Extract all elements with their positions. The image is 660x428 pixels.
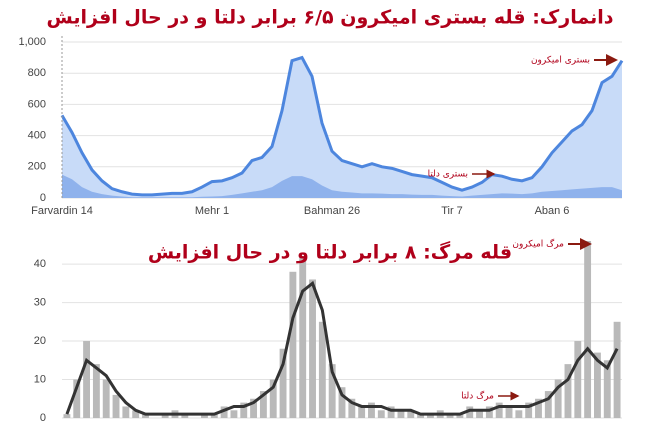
- bar: [407, 410, 415, 418]
- bar: [112, 394, 120, 418]
- y-tick-label: 400: [28, 130, 46, 142]
- chart-title: دانمارک: قله بستری امیکرون ۶/۵ برابر دلت…: [47, 7, 614, 29]
- bar: [201, 414, 208, 418]
- area: [62, 174, 622, 198]
- bar: [525, 402, 533, 418]
- line: [65, 280, 619, 416]
- y-tick-label: 800: [28, 67, 46, 79]
- bar: [554, 379, 562, 418]
- bar: [309, 279, 316, 418]
- bar: [456, 414, 464, 418]
- bar: [594, 352, 601, 418]
- bar: [250, 398, 258, 418]
- bar: [476, 410, 483, 418]
- x-tick-label: Aban 6: [535, 205, 570, 217]
- y-tick-label: 600: [28, 98, 46, 110]
- y-tick-label: 40: [34, 258, 46, 270]
- bar: [83, 341, 90, 418]
- x-tick-label: Mehr 1: [195, 205, 229, 217]
- bar: [230, 410, 238, 418]
- bar: [377, 410, 385, 418]
- annotation: بستری امیکرون: [531, 56, 590, 66]
- bar: [358, 406, 366, 418]
- bar: [161, 414, 169, 418]
- bar: [368, 402, 375, 418]
- bar: [387, 406, 395, 418]
- bar: [613, 321, 621, 418]
- bar: [210, 414, 218, 418]
- x-tick-label: Bahman 26: [304, 205, 360, 217]
- y-tick-label: 200: [28, 161, 46, 173]
- bar: [544, 391, 552, 418]
- y-tick-label: 0: [40, 412, 46, 424]
- bar: [63, 414, 71, 418]
- bar: [495, 402, 503, 418]
- bar: [259, 391, 267, 418]
- annotation: بستری دلتا: [428, 170, 468, 180]
- bar: [348, 398, 356, 418]
- bar: [220, 406, 228, 418]
- line: [60, 55, 624, 197]
- y-tick-label: 0: [40, 192, 46, 204]
- bar: [603, 360, 611, 418]
- bar: [564, 364, 572, 418]
- y-tick-label: 20: [34, 335, 46, 347]
- bar: [132, 410, 140, 418]
- bar: [584, 241, 592, 418]
- y-tick-label: 1,000: [18, 36, 46, 48]
- bar: [397, 410, 405, 418]
- chart-title: قله مرگ: ۸ برابر دلتا و در حال افزایش: [148, 241, 512, 264]
- bar: [142, 414, 149, 418]
- bar: [92, 364, 100, 418]
- area: [62, 57, 622, 198]
- bar: [515, 410, 523, 418]
- bar: [269, 379, 277, 418]
- bar: [485, 406, 493, 418]
- bar: [535, 398, 542, 418]
- bar: [279, 348, 287, 418]
- bar: [338, 387, 346, 418]
- x-tick-label: Farvardin 14: [31, 205, 93, 217]
- bar: [574, 341, 582, 418]
- bar: [426, 414, 434, 418]
- y-tick-label: 10: [34, 373, 46, 385]
- annotation: مرگ دلتا: [461, 390, 494, 402]
- bar: [466, 406, 474, 418]
- annotation: مرگ امیکرون: [512, 238, 564, 250]
- y-tick-label: 30: [34, 296, 46, 308]
- bar: [318, 321, 326, 418]
- bar: [289, 271, 297, 418]
- x-tick-label: Tir 7: [441, 205, 463, 217]
- bar: [181, 414, 189, 418]
- bar: [505, 406, 513, 418]
- bar: [299, 256, 307, 418]
- bar: [240, 402, 248, 418]
- bar: [328, 364, 336, 418]
- bar: [446, 414, 454, 418]
- bar: [122, 406, 130, 418]
- bar: [417, 414, 425, 418]
- bar: [102, 379, 110, 418]
- bar: [73, 379, 81, 418]
